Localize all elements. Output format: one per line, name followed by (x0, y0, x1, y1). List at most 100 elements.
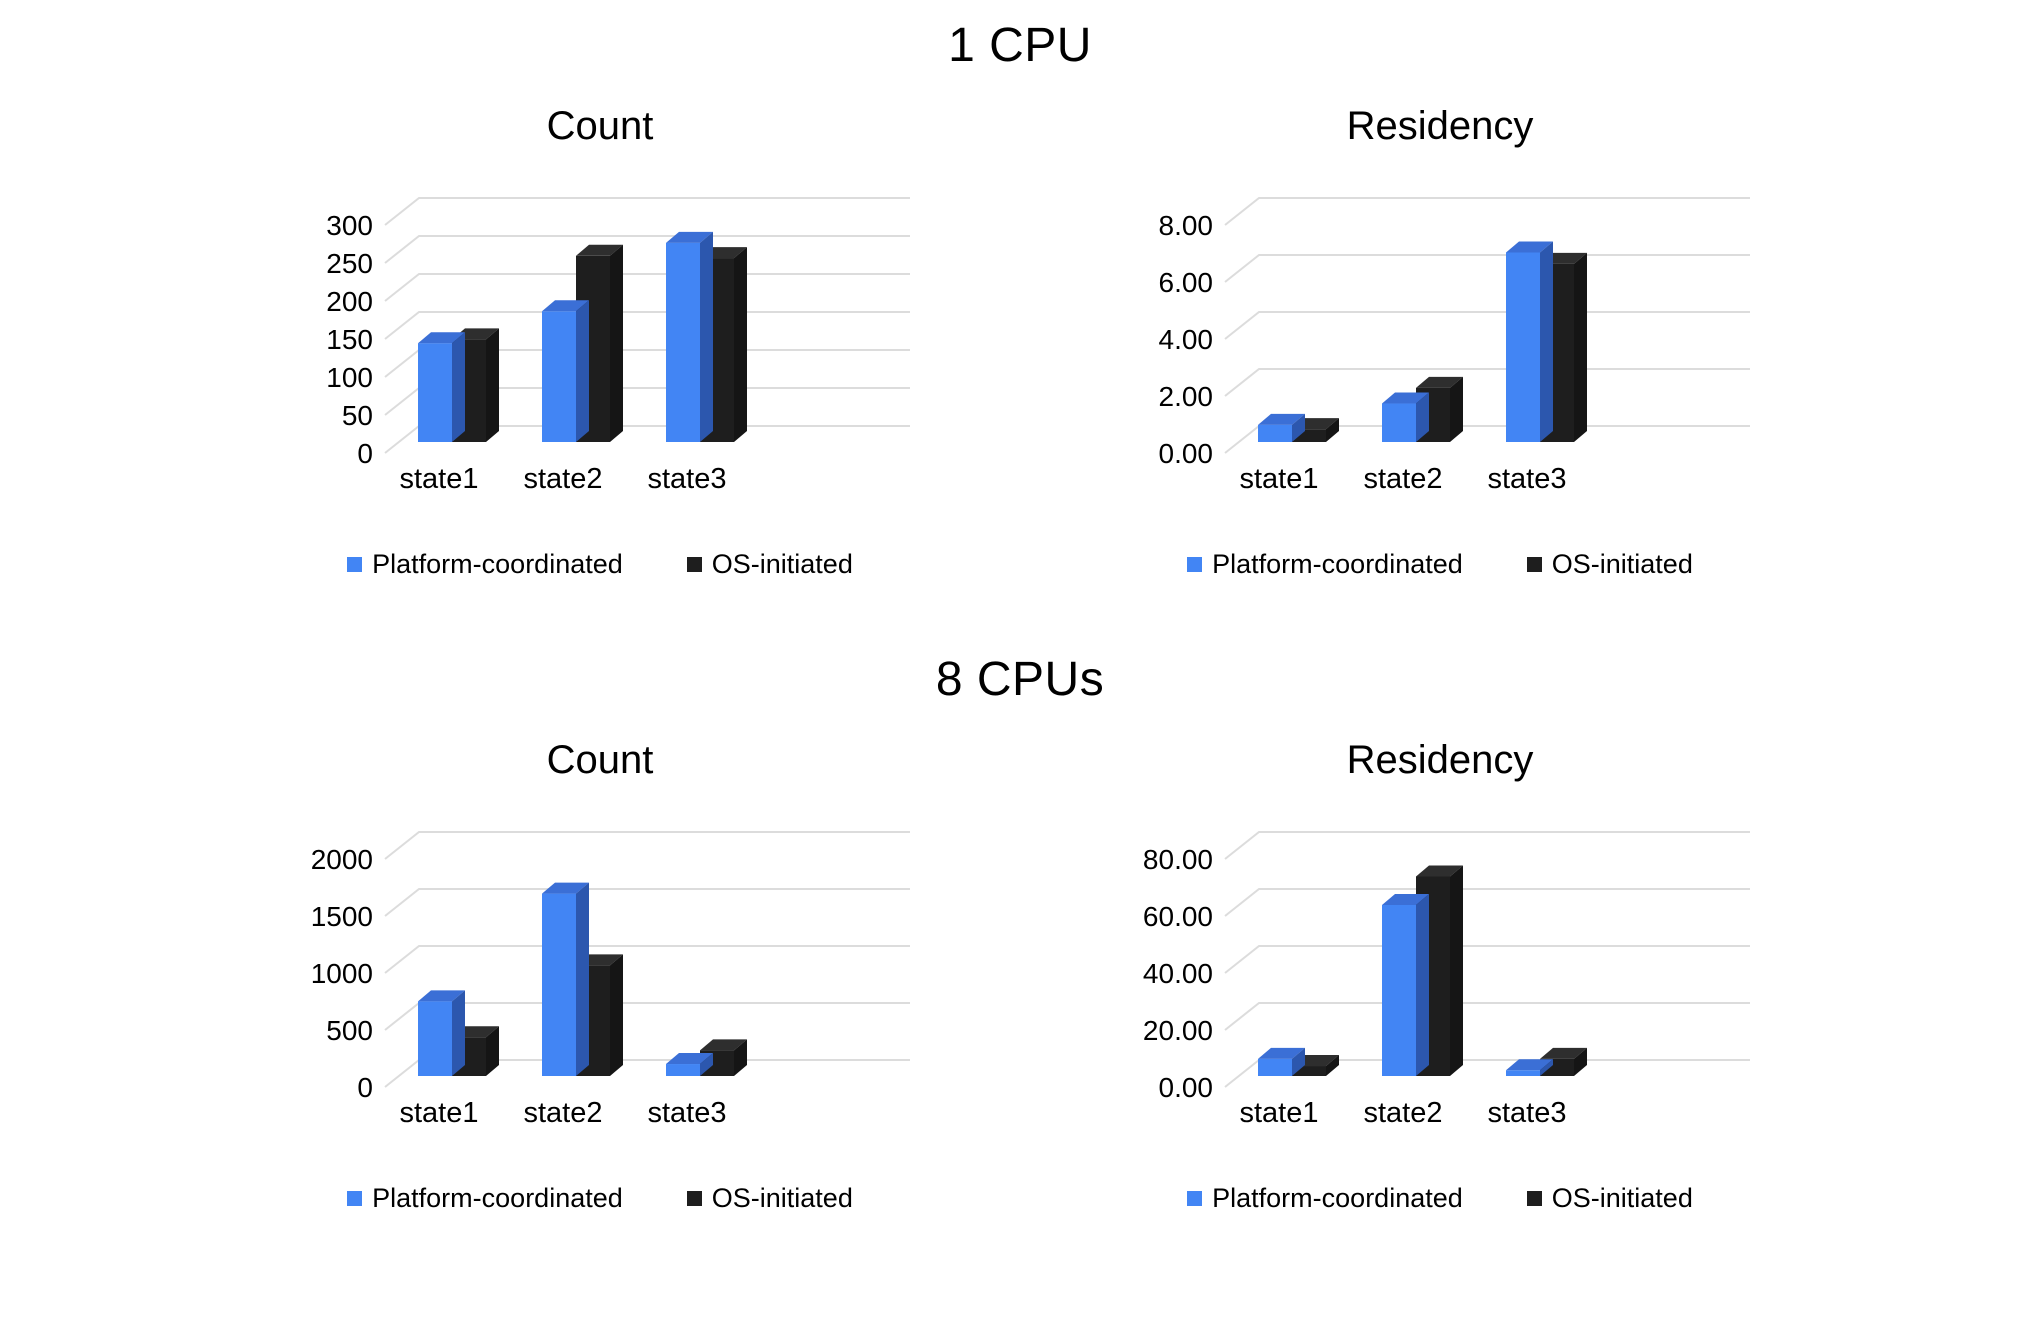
y-tick-label: 100 (326, 362, 373, 393)
charts-row-8cpus: Count 0 500 1000 1500 2000 state1 state2 state3… (0, 732, 2040, 1218)
bar-top (666, 1053, 713, 1065)
y-tick-label: 2000 (311, 844, 373, 875)
legend-item-platform-coordinated: Platform-coordinated (1187, 549, 1463, 580)
chart-canvas-8cpus-residency: 0.00 20.00 40.00 60.00 80.00 state1 state2 stat… (1143, 831, 1750, 1129)
y-tick-label: 0.00 (1159, 438, 1214, 469)
bar-front-platform-coordinated (666, 1064, 700, 1076)
y-tick-label: 150 (326, 324, 373, 355)
legend-label-platform-coordinated: Platform-coordinated (372, 548, 623, 579)
chart-title-residency: Residency (1346, 104, 1534, 148)
chart-title-count: Count (546, 104, 654, 148)
y-tick-label: 300 (326, 210, 373, 241)
charts-row-1cpu: Count 0 50 100 150 200 250 300 state1 state2 stat… (0, 98, 2040, 584)
section-8cpus: 8 CPUs Count 0 500 1000 1500 2000 state1 state… (0, 648, 2040, 1218)
legend-item-platform-coordinated: Platform-coordinated (347, 1183, 623, 1214)
bar-top (700, 1039, 747, 1051)
legend-label-platform-coordinated: Platform-coordinated (1212, 548, 1463, 579)
bar-side (1326, 1055, 1339, 1076)
legend-swatch-platform-coordinated (347, 556, 363, 572)
legend-swatch-os-initiated (686, 1190, 702, 1206)
bar-top (418, 990, 465, 1002)
bar-side (1292, 413, 1305, 442)
x-category-label: state2 (1364, 463, 1443, 495)
bar-side (1416, 894, 1429, 1076)
bar-side (576, 882, 589, 1076)
bar-top (1416, 865, 1463, 877)
chart-title-residency: Residency (1346, 738, 1534, 782)
y-tick-label: 20.00 (1143, 1015, 1213, 1046)
y-tick-label: 50 (342, 400, 373, 431)
bar-side (1292, 1047, 1305, 1076)
x-category-label: state3 (1488, 463, 1567, 495)
chart-1cpu-residency: Residency 0.00 2.00 4.00 6.00 8.00 state1 stat… (1110, 98, 1770, 584)
legend-label-platform-coordinated: Platform-coordinated (1212, 1182, 1463, 1213)
gridline (1224, 311, 1750, 340)
y-tick-label: 1000 (311, 958, 373, 989)
bar-front-platform-coordinated (418, 343, 452, 442)
y-tick-label: 0 (357, 438, 373, 469)
x-category-label: state3 (648, 463, 727, 495)
bar-side (734, 1039, 747, 1076)
chart-canvas-1cpu-count: 0 50 100 150 200 250 300 state1 state2 state3 (326, 197, 910, 495)
y-tick-label: 0.00 (1159, 1072, 1214, 1103)
bar-side (452, 990, 465, 1076)
bar-front-platform-coordinated (542, 893, 576, 1076)
chart-legend: Platform-coordinated OS-initiated (270, 544, 930, 584)
bar-side (610, 244, 623, 442)
legend-item-os-initiated: OS-initiated (686, 548, 853, 580)
legend-item-os-initiated: OS-initiated (1526, 548, 1693, 580)
section-title-1cpu: 1 CPU (948, 19, 1092, 72)
bar-front-platform-coordinated (418, 1001, 452, 1076)
gridline (384, 831, 910, 860)
bar-top (666, 231, 713, 243)
legend-swatch-os-initiated (1526, 1190, 1542, 1206)
x-category-label: state3 (1488, 1097, 1567, 1129)
bar-front-platform-coordinated (666, 242, 700, 442)
chart-8cpus-count: Count 0 500 1000 1500 2000 state1 state2 state3… (270, 732, 930, 1218)
y-tick-label: 60.00 (1143, 901, 1213, 932)
legend-item-platform-coordinated: Platform-coordinated (1187, 1183, 1463, 1214)
bar-top (1382, 392, 1429, 404)
legend-label-os-initiated: OS-initiated (1551, 548, 1693, 579)
legend-swatch-os-initiated (686, 556, 702, 572)
x-category-label: state1 (400, 1097, 479, 1129)
bar-front-platform-coordinated (1506, 252, 1540, 442)
bar-side (1326, 418, 1339, 442)
bar-top (1382, 894, 1429, 905)
gridline (384, 273, 910, 302)
legend-item-os-initiated: OS-initiated (686, 1182, 853, 1214)
x-category-label: state1 (1240, 1097, 1319, 1129)
gridline (1224, 368, 1750, 397)
legend-swatch-platform-coordinated (1187, 1190, 1203, 1206)
legend-label-os-initiated: OS-initiated (711, 1182, 853, 1213)
bar-side (1574, 252, 1587, 442)
bar-top (542, 300, 589, 312)
legend-label-os-initiated: OS-initiated (711, 548, 853, 579)
bar-front-platform-coordinated (1258, 424, 1292, 442)
chart-legend: Platform-coordinated OS-initiated (270, 1178, 930, 1218)
bar-side (734, 247, 747, 442)
gridline (1224, 1002, 1750, 1031)
section-title-8cpus: 8 CPUs (935, 653, 1105, 706)
y-tick-label: 0 (357, 1072, 373, 1103)
bar-top (1540, 1047, 1587, 1059)
gridline (1224, 254, 1750, 283)
x-category-label: state1 (1240, 463, 1319, 495)
gridline (1224, 831, 1750, 860)
x-category-label: state3 (648, 1097, 727, 1129)
bar-top (1258, 413, 1305, 425)
chart-canvas-1cpu-residency: 0.00 2.00 4.00 6.00 8.00 state1 state2 state3 (1159, 197, 1750, 495)
bar-top (1416, 376, 1463, 388)
bar-top (418, 332, 465, 344)
chart-legend: Platform-coordinated OS-initiated (1110, 1178, 1770, 1218)
chart-8cpus-residency: Residency 0.00 20.00 40.00 60.00 80.00 state1… (1110, 732, 1770, 1218)
bar-front-platform-coordinated (542, 311, 576, 442)
legend-label-os-initiated: OS-initiated (1551, 1182, 1693, 1213)
chart-canvas-8cpus-count: 0 500 1000 1500 2000 state1 state2 state3 (311, 831, 910, 1129)
bar-side (576, 300, 589, 442)
bar-side (486, 1026, 499, 1076)
legend-item-os-initiated: OS-initiated (1526, 1182, 1693, 1214)
bar-side (1574, 1047, 1587, 1076)
gridline (384, 197, 910, 226)
bar-side (452, 332, 465, 442)
